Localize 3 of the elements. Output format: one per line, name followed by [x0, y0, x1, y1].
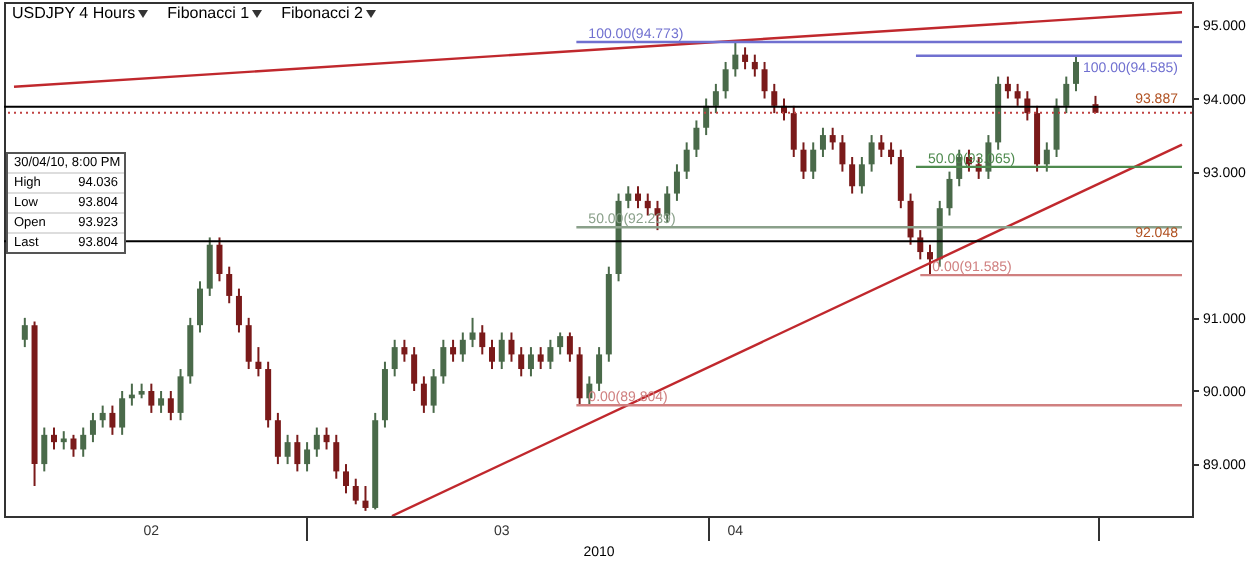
chart-title: USDJPY 4 Hours	[12, 4, 136, 22]
annotation: Fibonacci 2	[281, 4, 363, 22]
annotation: Fibonacci 1	[167, 4, 250, 22]
